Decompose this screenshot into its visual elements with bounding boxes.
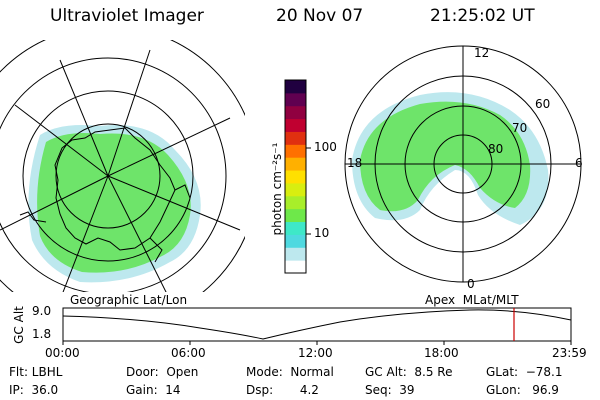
timeline-ytick-9: 9.0 [32,304,52,318]
status-glat: GLat: −78.1 [486,365,563,379]
status-door: Door: Open [126,365,199,379]
colorbar [285,80,306,274]
timeline-xtick-0000: 00:00 [45,346,80,360]
status-ip: IP: 36.0 [9,383,59,397]
timeline-xtick-2359: 23:59 [552,346,587,360]
timeline-xtick-1800: 18:00 [424,346,459,360]
mlt-label-0: 0 [467,277,475,291]
colorbar-segment [285,221,306,235]
colorbar-segment [285,208,306,223]
colorbar-segment [285,170,306,184]
timeline-axis-label: GC Alt [12,306,26,344]
colorbar-segment [285,80,306,94]
colorbar-segment [285,195,306,210]
colorbar-unit-label: photon cm⁻²s⁻¹ [270,142,284,236]
mlat-label-80: 80 [488,142,504,156]
mlt-label-6: 6 [575,156,583,170]
colorbar-segment [285,247,306,261]
instrument-title: Ultraviolet Imager [50,6,204,26]
timeline-xtick-1200: 12:00 [298,346,333,360]
date-label: 20 Nov 07 [276,6,364,26]
colorbar-segment [285,92,306,107]
timeline-ytick-1-8: 1.8 [32,327,52,341]
geographic-caption: Geographic Lat/Lon [70,293,188,307]
colorbar-segment [285,131,306,145]
mlt-label-12: 12 [474,46,490,60]
mlat-label-60: 60 [535,97,551,111]
colorbar-segment [285,182,306,197]
altitude-timeline [62,307,572,345]
status-filter: Flt: LBHL [9,365,63,379]
colorbar-segment [285,157,306,171]
right-aurora-fill [360,101,531,212]
status-gain: Gain: 14 [126,383,181,397]
time-label: 21:25:02 UT [430,6,535,26]
colorbar-tick-10: 10 [314,226,330,240]
colorbar-tick-100: 100 [314,140,337,154]
colorbar-segment [285,234,306,248]
apex-caption: Apex MLat/MLT [425,293,519,307]
mlat-label-70: 70 [512,121,528,135]
colorbar-segment [285,144,306,158]
status-dsp: Dsp: 4.2 [246,383,319,397]
colorbar-segment [285,260,306,274]
timeline-xtick-0600: 06:00 [171,346,206,360]
status-seq: Seq: 39 [365,383,415,397]
mlt-label-18: 18 [347,156,363,170]
geographic-map [0,40,245,292]
status-gc-alt: GC Alt: 8.5 Re [365,365,453,379]
status-mode: Mode: Normal [246,365,334,379]
colorbar-segment [285,118,306,132]
status-glon: GLon: 96.9 [486,383,559,397]
polar-map [352,92,549,226]
colorbar-segment [285,105,306,120]
